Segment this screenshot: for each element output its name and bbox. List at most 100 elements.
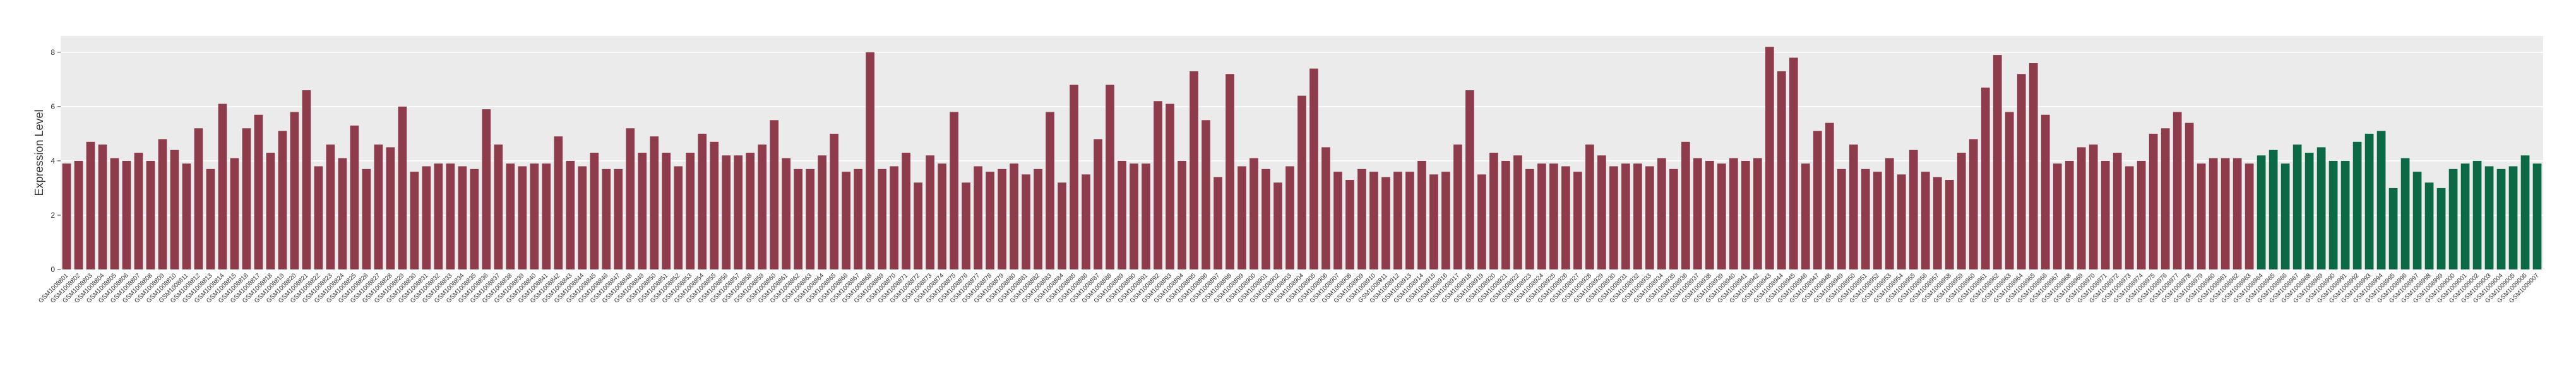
bar [566, 160, 575, 269]
bar [2065, 160, 2074, 269]
bar [1813, 131, 1822, 269]
bar [1897, 174, 1906, 269]
bar [1693, 158, 1702, 269]
bar [674, 166, 683, 269]
bar [1609, 166, 1618, 269]
bar [506, 163, 515, 269]
bar [2532, 163, 2542, 269]
bar [422, 166, 431, 269]
bar [1789, 57, 1798, 269]
bar [950, 112, 958, 269]
bar [2209, 158, 2218, 269]
bar [1705, 160, 1714, 269]
bar [746, 153, 755, 269]
bar [1106, 85, 1114, 269]
bar [1513, 155, 1522, 269]
y-tick-label: 0 [51, 265, 55, 274]
bar [2436, 187, 2446, 269]
bar [1729, 158, 1738, 269]
bar [1741, 160, 1750, 269]
bar [158, 139, 167, 269]
bar [1130, 163, 1138, 269]
bar [1369, 172, 1378, 269]
bar [1453, 145, 1462, 269]
bar [1261, 168, 1270, 269]
bar [578, 166, 587, 269]
bar [2233, 158, 2242, 269]
bar [494, 145, 503, 269]
bar [2197, 163, 2206, 269]
bar [1537, 163, 1546, 269]
bar [1465, 90, 1474, 269]
bar [1022, 174, 1030, 269]
bar [266, 153, 275, 269]
y-tick-label: 8 [51, 48, 55, 57]
bar [2317, 147, 2326, 269]
bar [2352, 141, 2362, 269]
bar [290, 112, 299, 269]
bar [1909, 150, 1918, 269]
bar [650, 136, 659, 269]
y-tick-label: 4 [51, 156, 55, 165]
bar [2484, 166, 2494, 269]
bar [482, 109, 491, 269]
bar [2448, 168, 2458, 269]
bar [1573, 172, 1582, 269]
bar [758, 145, 767, 269]
bar [2089, 145, 2098, 269]
bar [134, 153, 143, 269]
bar [638, 153, 647, 269]
bar [182, 163, 191, 269]
bar [1010, 163, 1018, 269]
bar [1321, 147, 1330, 269]
bar [242, 128, 251, 269]
bar [854, 168, 863, 269]
bar [62, 163, 71, 269]
bar [338, 158, 347, 269]
bar [2472, 160, 2482, 269]
bar [794, 168, 803, 269]
bar [686, 153, 695, 269]
bar [2340, 160, 2350, 269]
bar [1561, 166, 1570, 269]
bar [362, 168, 371, 269]
bar [1273, 182, 1282, 269]
bar [1885, 158, 1894, 269]
bar [230, 158, 239, 269]
bar [842, 172, 851, 269]
bar [2460, 163, 2470, 269]
bar [1825, 122, 1834, 269]
bar [1441, 172, 1450, 269]
bar [1933, 177, 1942, 269]
bar [530, 163, 539, 269]
bar [2496, 168, 2506, 269]
bar [1921, 172, 1930, 269]
bar [1417, 160, 1426, 269]
bar [146, 160, 155, 269]
bar [398, 106, 407, 269]
bar [2161, 128, 2170, 269]
bar [1753, 158, 1762, 269]
bar [2281, 163, 2290, 269]
bar [410, 172, 419, 269]
bar [1621, 163, 1630, 269]
bar [986, 172, 994, 269]
bar [614, 168, 623, 269]
bar [2364, 133, 2374, 269]
bar [458, 166, 467, 269]
bar [1166, 103, 1174, 269]
bar [314, 166, 323, 269]
y-axis-label: Expression Level [33, 109, 45, 196]
bar [2400, 158, 2410, 269]
bar [2520, 155, 2530, 269]
bar [518, 166, 527, 269]
bar [434, 163, 443, 269]
bar [1681, 141, 1690, 269]
bar [1345, 180, 1354, 269]
y-tick-label: 2 [51, 211, 55, 220]
bar [1861, 168, 1870, 269]
bar [1993, 55, 2002, 270]
bar [1142, 163, 1150, 269]
bar [1585, 145, 1594, 269]
